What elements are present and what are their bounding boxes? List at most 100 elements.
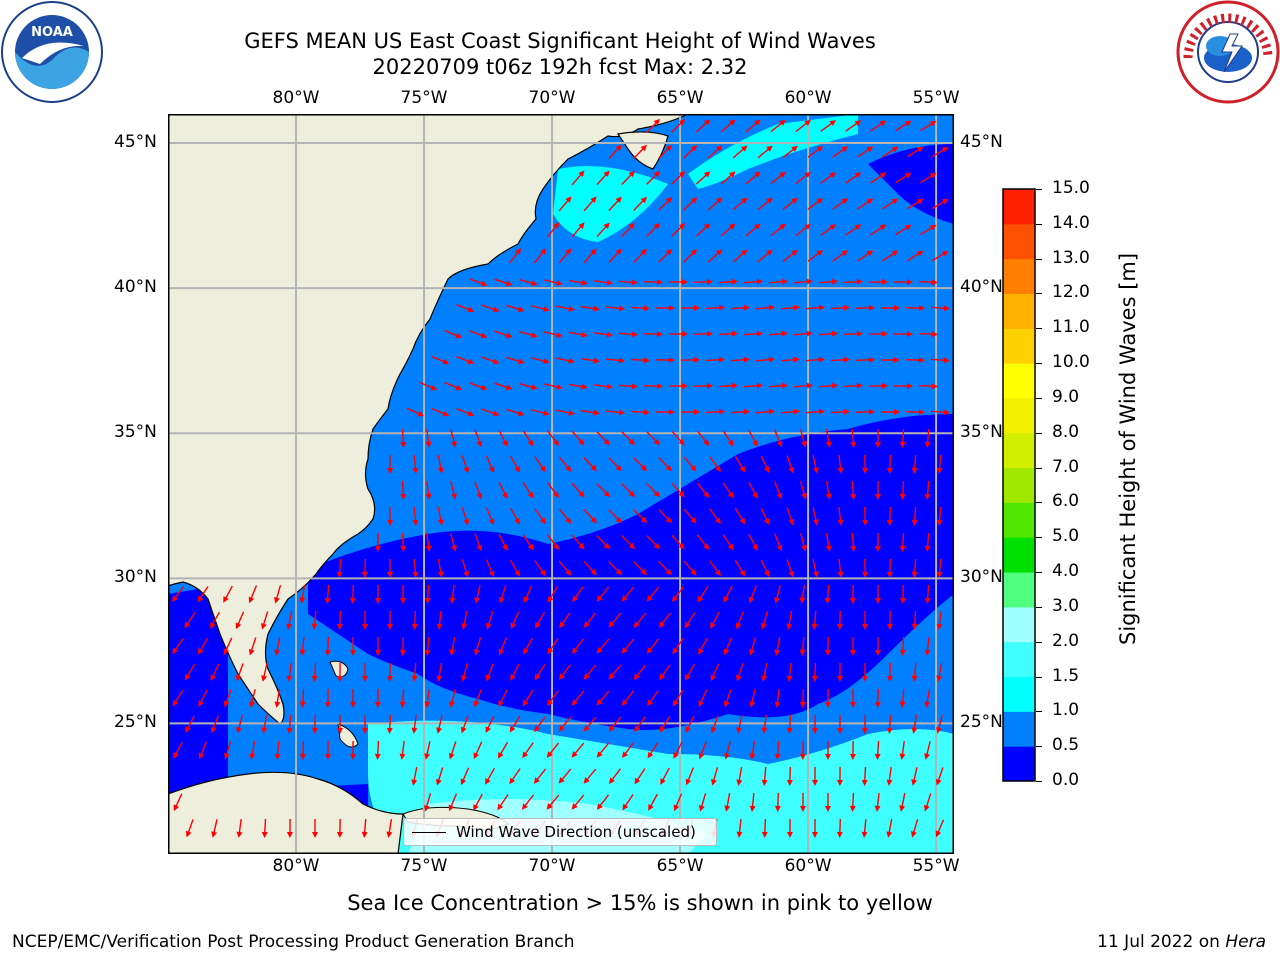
wave-direction-arrow [671, 119, 686, 133]
wave-direction-arrow [185, 819, 194, 838]
wave-direction-arrow [799, 740, 806, 760]
wave-direction-arrow [547, 690, 559, 707]
wave-direction-arrow [748, 429, 758, 447]
wave-direction-arrow [223, 689, 232, 708]
wave-direction-arrow [474, 481, 483, 500]
wave-direction-arrow [862, 558, 869, 578]
colorbar-tick-mark [1036, 328, 1042, 330]
colorbar-segment [1003, 746, 1035, 782]
wave-direction-arrow [899, 584, 906, 604]
colorbar-tick-label: 12.0 [1052, 282, 1090, 303]
colorbar-segment [1003, 572, 1035, 608]
wave-direction-arrow [671, 482, 685, 498]
wave-direction-arrow [658, 560, 672, 576]
wave-direction-arrow [768, 330, 788, 337]
wave-direction-arrow [861, 610, 868, 630]
wave-direction-arrow [436, 610, 443, 630]
wave-direction-arrow [748, 481, 758, 499]
wave-direction-arrow [830, 304, 850, 311]
wave-direction-arrow [824, 792, 831, 812]
colorbar-tick-label: 15.0 [1052, 178, 1090, 198]
wave-direction-arrow [745, 171, 761, 185]
wave-direction-arrow [299, 636, 306, 656]
wave-direction-arrow [412, 558, 419, 578]
wave-direction-arrow [886, 506, 893, 526]
wave-direction-arrow [935, 767, 944, 786]
wave-direction-arrow [773, 533, 783, 552]
wave-direction-arrow [523, 585, 533, 604]
wave-direction-arrow [795, 171, 811, 185]
wave-direction-arrow [911, 767, 918, 786]
wave-direction-arrow [732, 249, 748, 263]
wave-direction-arrow [655, 357, 675, 364]
colorbar-segment [1003, 676, 1035, 712]
chart-title: GEFS MEAN US East Coast Significant Heig… [244, 29, 876, 53]
wave-direction-arrow [571, 794, 585, 810]
wave-direction-arrow [918, 331, 938, 338]
legend-line-icon [412, 832, 446, 833]
colorbar-tick-label: 1.5 [1052, 665, 1080, 686]
wave-direction-arrow [882, 250, 899, 262]
wave-direction-arrow [671, 171, 686, 185]
wave-direction-arrow [843, 330, 863, 337]
wave-direction-arrow [608, 612, 622, 628]
wave-direction-arrow [862, 506, 869, 526]
wave-direction-arrow [419, 381, 438, 391]
wave-direction-arrow [184, 612, 196, 629]
wave-direction-arrow [906, 198, 924, 210]
wave-direction-arrow [596, 638, 610, 654]
colorbar-tick-label: 11.0 [1052, 317, 1090, 338]
wave-direction-arrow [172, 690, 184, 707]
wave-direction-arrow [874, 584, 881, 604]
wave-direction-arrow [608, 561, 623, 576]
wave-direction-arrow [936, 610, 943, 630]
wave-direction-arrow [509, 559, 520, 577]
wave-direction-arrow [855, 408, 875, 415]
colorbar-segment [1003, 397, 1035, 434]
footer-date: 11 Jul 2022 on Hera [1097, 932, 1266, 952]
wave-direction-arrow [544, 383, 563, 390]
wave-direction-arrow [583, 664, 597, 680]
wave-direction-arrow [782, 145, 798, 159]
wave-direction-arrow [658, 456, 672, 472]
wave-direction-arrow [387, 506, 394, 526]
noaa-logo: NOAA [1, 1, 103, 103]
wave-direction-arrow [583, 196, 597, 212]
wave-direction-arrow [886, 610, 893, 630]
lon-label-bottom: 80°W [272, 856, 320, 876]
lat-label-left: 25°N [114, 712, 157, 733]
wave-direction-arrow [646, 170, 661, 185]
wave-direction-arrow [608, 716, 622, 732]
wave-direction-arrow [845, 172, 862, 184]
colorbar-tick-mark [1036, 537, 1042, 539]
wave-direction-arrow [671, 534, 685, 550]
wave-direction-arrow [400, 480, 407, 500]
wave-direction-arrow [755, 356, 775, 363]
wave-direction-arrow [918, 383, 938, 390]
wave-direction-arrow [705, 356, 725, 363]
wave-direction-arrow [374, 532, 381, 552]
wave-direction-arrow [735, 663, 744, 682]
wave-direction-arrow [723, 585, 733, 603]
wave-direction-arrow [485, 663, 494, 682]
wave-direction-arrow [910, 819, 919, 838]
wave-direction-arrow [449, 637, 456, 656]
wave-direction-arrow [424, 688, 431, 708]
wave-direction-arrow [185, 715, 195, 733]
wave-direction-arrow [748, 637, 757, 656]
wave-direction-arrow [818, 278, 838, 285]
colorbar-segment [1003, 711, 1035, 747]
wave-direction-arrow [924, 480, 931, 500]
svg-text:NOAA: NOAA [31, 25, 73, 40]
wave-direction-arrow [546, 534, 560, 550]
wave-direction-arrow [774, 585, 781, 604]
wave-direction-arrow [761, 818, 768, 838]
wave-direction-arrow [569, 331, 588, 338]
wave-direction-arrow [621, 222, 635, 238]
wave-direction-arrow [469, 278, 488, 287]
wave-direction-arrow [531, 357, 550, 364]
wave-direction-arrow [324, 740, 331, 760]
wave-direction-arrow [936, 454, 943, 474]
wave-direction-arrow [474, 429, 483, 448]
wave-direction-arrow [799, 792, 806, 812]
